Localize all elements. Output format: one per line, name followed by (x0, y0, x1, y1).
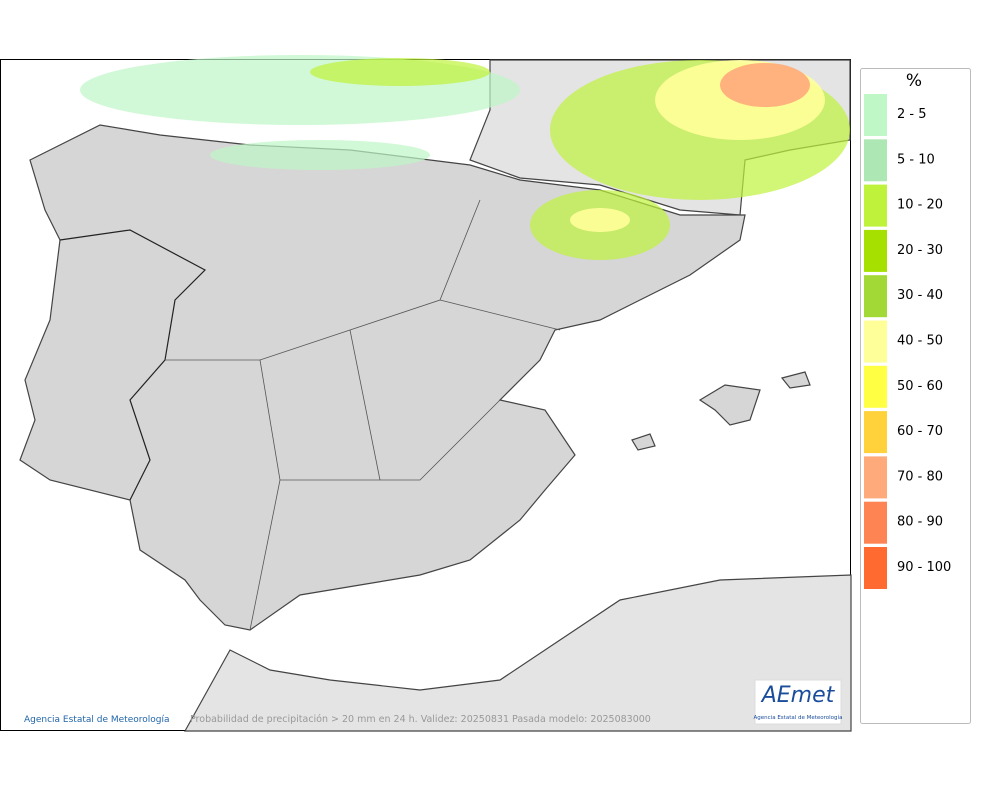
legend-label: 80 - 90 (897, 515, 943, 530)
credit: Agencia Estatal de Meteorología (24, 715, 170, 725)
legend-label: 50 - 60 (897, 379, 943, 394)
legend-swatch (864, 229, 887, 272)
legend-label: 40 - 50 (897, 334, 943, 349)
precip-area (210, 140, 430, 170)
logo-name: AEmet (760, 683, 836, 708)
legend-label: 10 - 20 (897, 198, 943, 213)
legend-label: 90 - 100 (897, 560, 951, 575)
legend-label: 70 - 80 (897, 469, 943, 484)
ibiza (631, 433, 656, 451)
precipitation (80, 55, 850, 260)
legend-label: 20 - 30 (897, 243, 943, 258)
precip-area (310, 58, 490, 86)
caption: Probabilidad de precipitación > 20 mm en… (190, 714, 651, 725)
legend-label: 2 - 5 (897, 107, 927, 122)
legend-swatch (864, 547, 887, 589)
africa (183, 574, 852, 732)
portugal-border (59, 229, 206, 501)
legend-swatch (864, 456, 887, 499)
logo-box (754, 679, 842, 725)
legend-swatch (864, 94, 887, 136)
legend-title: % (906, 71, 922, 91)
legend (860, 68, 971, 724)
logo-subtitle: Agencia Estatal de Meteorología (754, 714, 843, 721)
precip-area (570, 208, 630, 232)
mallorca (698, 384, 761, 426)
legend-label: 5 - 10 (897, 152, 935, 167)
legend-swatch (864, 139, 887, 182)
legend-swatch (864, 411, 887, 454)
legend-swatch (864, 184, 887, 227)
legend-swatch (864, 275, 887, 318)
legend-label: 60 - 70 (897, 424, 943, 439)
legend-label: 30 - 40 (897, 288, 943, 303)
menorca (780, 371, 811, 389)
precip-area (720, 63, 810, 107)
legend-swatch (864, 365, 887, 408)
legend-swatch (864, 501, 887, 544)
region-borders (165, 199, 561, 631)
legend-swatch (864, 320, 887, 363)
